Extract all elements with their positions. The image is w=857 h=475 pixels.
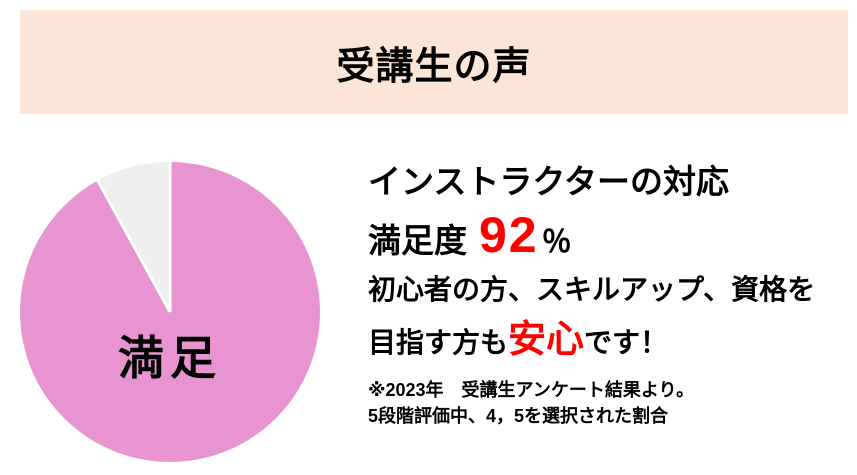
header-band: 受講生の声 [20, 10, 848, 114]
satisfaction-pie-chart: 満足 [20, 162, 320, 462]
pie-segment-label: 満足 [118, 332, 222, 384]
section-heading: インストラクターの対応 [368, 163, 730, 200]
footnote-line1: ※2023年 受講生アンケート結果より。 [368, 380, 695, 400]
body-line2-after: です！ [584, 327, 669, 359]
pie-chart-svg [20, 162, 320, 462]
body-line2-before: 目指す方も [368, 327, 509, 359]
body-line1: 初心者の方、スキルアップ、資格を [368, 274, 816, 305]
satisfaction-line: 満足度 92 ％ [368, 206, 572, 264]
satisfaction-prefix: 満足度 [368, 222, 467, 259]
page-title: 受講生の声 [336, 45, 532, 88]
footnote: ※2023年 受講生アンケート結果より。 5段階評価中、4，5を選択された割合 [368, 377, 694, 429]
body-highlight: 安心 [508, 319, 585, 362]
body-text: 初心者の方、スキルアップ、資格を 目指す方も安心です！ [368, 268, 815, 370]
satisfaction-percent-sign: ％ [541, 226, 572, 259]
footnote-line2: 5段階評価中、4，5を選択された割合 [368, 406, 669, 427]
satisfaction-value: 92 [479, 207, 539, 263]
